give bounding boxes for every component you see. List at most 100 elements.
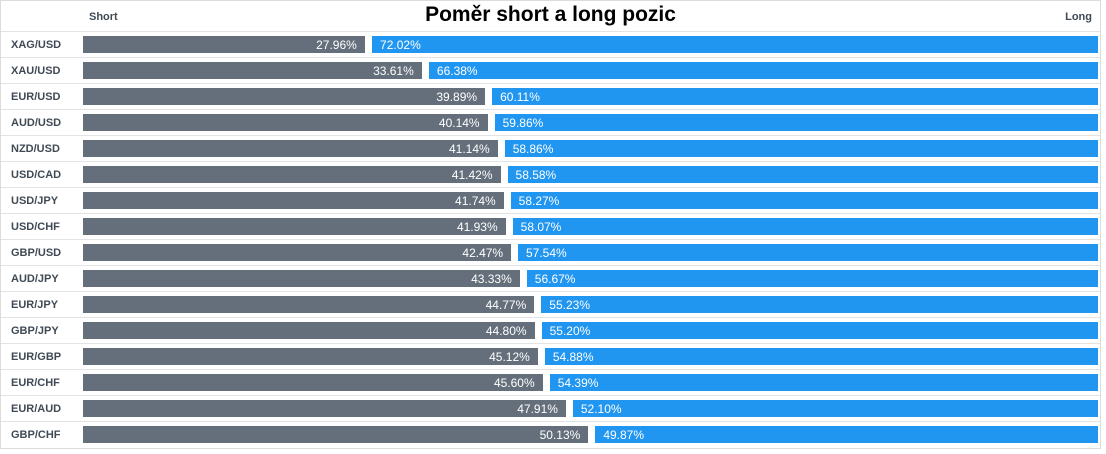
bar-track: 50.13% 49.87% (83, 426, 1098, 443)
short-bar: 43.33% (83, 270, 520, 287)
long-bar: 54.39% (549, 374, 1098, 391)
row-label: GBP/JPY (11, 324, 59, 337)
bar-track: 41.93% 58.07% (83, 218, 1098, 235)
row-label: GBP/CHF (11, 428, 61, 441)
long-bar: 58.58% (507, 166, 1098, 183)
short-bar: 41.14% (83, 140, 498, 157)
short-value-label: 41.42% (451, 167, 493, 182)
short-bar: 40.14% (83, 114, 488, 131)
long-value-label: 58.07% (520, 219, 562, 234)
row-label: EUR/JPY (11, 298, 59, 311)
bar-track: 47.91% 52.10% (83, 400, 1098, 417)
short-value-label: 41.14% (448, 141, 490, 156)
chart-row: AUD/JPY 43.33% 56.67% (1, 265, 1100, 291)
long-bar: 55.20% (541, 322, 1098, 339)
short-value-label: 41.93% (456, 219, 498, 234)
short-bar: 27.96% (83, 36, 365, 53)
bar-track: 41.14% 58.86% (83, 140, 1098, 157)
short-bar: 42.47% (83, 244, 512, 261)
long-value-label: 52.10% (580, 401, 622, 416)
long-value-label: 58.58% (515, 167, 557, 182)
short-bar: 44.77% (83, 296, 535, 313)
short-bar: 47.91% (83, 400, 566, 417)
long-bar: 57.54% (518, 244, 1098, 261)
bar-track: 40.14% 59.86% (83, 114, 1098, 131)
long-bar: 66.38% (428, 62, 1098, 79)
bar-track: 44.80% 55.20% (83, 322, 1098, 339)
row-label: AUD/USD (11, 116, 62, 129)
short-axis-label: Short (89, 11, 118, 23)
bar-track: 33.61% 66.38% (83, 62, 1098, 79)
long-value-label: 60.11% (500, 89, 540, 104)
long-value-label: 55.23% (549, 297, 590, 312)
long-value-label: 66.38% (436, 63, 478, 78)
chart-row: EUR/JPY 44.77% 55.23% (1, 291, 1100, 317)
long-value-label: 54.39% (557, 375, 599, 390)
long-bar: 55.23% (541, 296, 1098, 313)
chart-row: EUR/AUD 47.91% 52.10% (1, 395, 1100, 421)
long-value-label: 49.87% (603, 427, 645, 442)
long-bar: 60.11% (492, 88, 1098, 105)
short-bar: 41.74% (83, 192, 504, 209)
long-bar: 72.02% (372, 36, 1098, 53)
bar-track: 39.89% 60.11% (83, 88, 1098, 105)
short-bar: 41.42% (83, 166, 501, 183)
row-label: EUR/AUD (11, 402, 62, 415)
long-bar: 52.10% (572, 400, 1098, 417)
chart-row: USD/CAD 41.42% 58.58% (1, 161, 1100, 187)
long-value-label: 56.67% (534, 271, 576, 286)
bar-track: 44.77% 55.23% (83, 296, 1098, 313)
bar-track: 27.96% 72.02% (83, 36, 1098, 53)
chart-row: EUR/CHF 45.60% 54.39% (1, 369, 1100, 395)
row-label: XAG/USD (11, 38, 62, 51)
short-value-label: 43.33% (471, 271, 512, 286)
long-bar: 58.27% (510, 192, 1098, 209)
short-bar: 41.93% (83, 218, 506, 235)
short-bar: 33.61% (83, 62, 422, 79)
chart-row: GBP/JPY 44.80% 55.20% (1, 317, 1100, 343)
short-value-label: 44.77% (485, 297, 527, 312)
short-value-label: 40.14% (438, 115, 480, 130)
short-value-label: 41.74% (455, 193, 496, 208)
long-value-label: 54.88% (552, 349, 594, 364)
chart-row: NZD/USD 41.14% 58.86% (1, 135, 1100, 161)
row-label: AUD/JPY (11, 272, 59, 285)
short-value-label: 42.47% (462, 245, 504, 260)
long-bar: 54.88% (544, 348, 1098, 365)
bar-track: 45.12% 54.88% (83, 348, 1098, 365)
chart-row: AUD/USD 40.14% 59.86% (1, 109, 1100, 135)
chart-row: EUR/GBP 45.12% 54.88% (1, 343, 1100, 369)
bar-track: 43.33% 56.67% (83, 270, 1098, 287)
row-label: USD/JPY (11, 194, 59, 207)
long-value-label: 58.86% (512, 141, 554, 156)
chart-row: USD/JPY 41.74% 58.27% (1, 187, 1100, 213)
chart-title: Poměr short a long pozic (425, 3, 676, 26)
row-label: EUR/USD (11, 90, 61, 103)
long-bar: 59.86% (494, 114, 1098, 131)
short-bar: 50.13% (83, 426, 589, 443)
long-value-label: 55.20% (549, 323, 591, 338)
short-value-label: 45.60% (493, 375, 535, 390)
long-value-label: 58.27% (518, 193, 560, 208)
long-bar: 58.07% (512, 218, 1098, 235)
long-value-label: 57.54% (526, 245, 567, 260)
row-label: GBP/USD (11, 246, 62, 259)
bar-track: 41.74% 58.27% (83, 192, 1098, 209)
long-value-label: 59.86% (502, 115, 544, 130)
long-value-label: 72.02% (380, 37, 421, 52)
short-bar: 45.60% (83, 374, 543, 391)
short-value-label: 44.80% (485, 323, 527, 338)
chart-rows: XAG/USD 27.96% 72.02% XAU/USD 33.61% 66.… (1, 31, 1100, 447)
short-bar: 44.80% (83, 322, 535, 339)
short-value-label: 33.61% (373, 63, 414, 78)
long-axis-label: Long (1065, 11, 1092, 23)
row-label: NZD/USD (11, 142, 60, 155)
long-bar: 58.86% (504, 140, 1098, 157)
chart-row: EUR/USD 39.89% 60.11% (1, 83, 1100, 109)
row-label: USD/CAD (11, 168, 62, 181)
long-bar: 49.87% (595, 426, 1098, 443)
short-bar: 39.89% (83, 88, 486, 105)
bar-track: 41.42% 58.58% (83, 166, 1098, 183)
chart-row: USD/CHF 41.93% 58.07% (1, 213, 1100, 239)
